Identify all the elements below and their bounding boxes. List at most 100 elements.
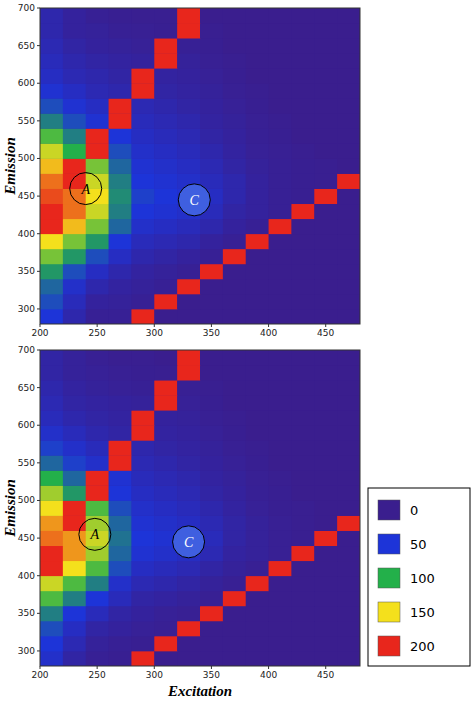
heat-cell: [109, 264, 132, 279]
heat-cell: [246, 23, 269, 38]
y-tick-label: 700: [18, 3, 35, 13]
heat-cell: [337, 249, 360, 264]
heat-cell: [109, 350, 132, 365]
heat-cell: [63, 143, 86, 158]
heat-cell: [314, 204, 337, 219]
heat-cell: [200, 53, 223, 68]
heat-cell: [223, 531, 246, 546]
heat-cell: [291, 395, 314, 410]
heat-cell: [337, 294, 360, 309]
heat-cell: [86, 38, 109, 53]
heat-cell: [291, 234, 314, 249]
heat-cell: [200, 440, 223, 455]
heat-cell: [246, 440, 269, 455]
heat-cell: [131, 485, 154, 500]
heat-cell: [314, 128, 337, 143]
heat-cell: [109, 410, 132, 425]
x-tick-label: 200: [31, 670, 48, 680]
heat-cell: [314, 440, 337, 455]
heat-cell: [337, 651, 360, 666]
heat-cell: [109, 380, 132, 395]
y-tick-label: 600: [18, 420, 35, 430]
y-tick-label: 550: [18, 116, 35, 126]
heat-cell: [131, 98, 154, 113]
heat-cell: [337, 113, 360, 128]
heat-cell: [63, 128, 86, 143]
heat-cell: [223, 395, 246, 410]
heat-cell: [63, 23, 86, 38]
heat-cell: [269, 279, 292, 294]
heat-cell: [337, 636, 360, 651]
heat-cell: [314, 350, 337, 365]
heat-cell: [269, 380, 292, 395]
heat-cell: [246, 561, 269, 576]
heat-cell: [337, 53, 360, 68]
heat-cell: [269, 174, 292, 189]
heat-cell: [269, 204, 292, 219]
heat-cell: [177, 395, 200, 410]
heat-cell: [131, 204, 154, 219]
heat-cell: [269, 128, 292, 143]
heat-cell: [86, 576, 109, 591]
heat-cell: [86, 204, 109, 219]
heat-cell: [177, 455, 200, 470]
heat-cell: [269, 651, 292, 666]
heat-cell: [177, 53, 200, 68]
x-tick-label: 250: [89, 670, 106, 680]
heat-cell: [86, 380, 109, 395]
heat-cell: [40, 264, 63, 279]
y-tick-label: 550: [18, 458, 35, 468]
heat-cell: [86, 546, 109, 561]
region-label: A: [90, 527, 100, 542]
heat-cell: [177, 500, 200, 515]
y-tick: [37, 350, 40, 351]
heat-cell: [131, 264, 154, 279]
heat-cell: [223, 204, 246, 219]
heat-cell: [246, 516, 269, 531]
heat-cell: [63, 350, 86, 365]
heat-cell: [291, 143, 314, 158]
heat-cell: [291, 576, 314, 591]
heat-cell: [63, 38, 86, 53]
heat-cell: [40, 425, 63, 440]
y-tick: [37, 83, 40, 84]
heat-cell: [131, 425, 154, 440]
heat-cell: [246, 380, 269, 395]
heat-cell: [314, 264, 337, 279]
heat-cell: [109, 68, 132, 83]
heat-cell: [269, 38, 292, 53]
heat-cell: [131, 440, 154, 455]
heat-cell: [269, 531, 292, 546]
heat-cell: [246, 500, 269, 515]
heat-cell: [337, 365, 360, 380]
heat-cell: [269, 350, 292, 365]
heat-cell: [246, 279, 269, 294]
heat-cell: [109, 143, 132, 158]
heat-cell: [40, 651, 63, 666]
heat-cell: [337, 380, 360, 395]
heat-cell: [269, 98, 292, 113]
heat-cell: [269, 113, 292, 128]
heat-cell: [131, 279, 154, 294]
heat-cell: [269, 591, 292, 606]
heat-cell: [154, 264, 177, 279]
heat-cell: [131, 365, 154, 380]
heat-cell: [177, 249, 200, 264]
plot-frame: [40, 8, 360, 324]
heat-cell: [246, 621, 269, 636]
heat-cell: [269, 249, 292, 264]
legend-swatch: [378, 568, 400, 588]
heat-cell: [40, 53, 63, 68]
y-tick: [37, 425, 40, 426]
heat-cell: [40, 621, 63, 636]
heat-cell: [154, 219, 177, 234]
heat-cell: [40, 23, 63, 38]
heat-cell: [314, 38, 337, 53]
heat-cell: [223, 561, 246, 576]
heat-cell: [154, 621, 177, 636]
heat-cell: [246, 410, 269, 425]
heat-cell: [291, 83, 314, 98]
heat-cell: [200, 128, 223, 143]
heat-cell: [154, 309, 177, 324]
heat-cell: [200, 249, 223, 264]
